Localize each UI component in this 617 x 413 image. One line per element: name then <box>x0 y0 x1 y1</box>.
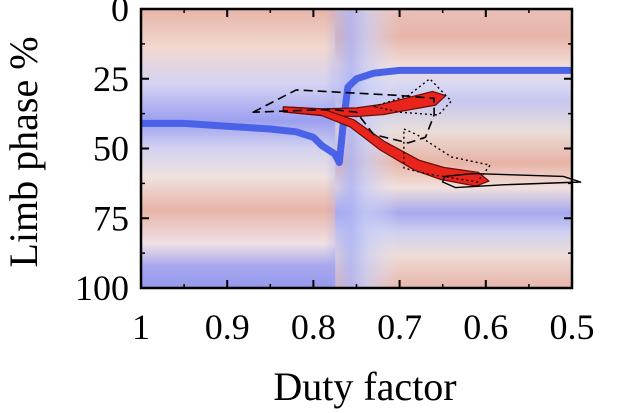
y-axis-title: Limb phase % <box>1 36 46 267</box>
x-axis-title: Duty factor <box>273 364 456 409</box>
x-tick-label: 0.9 <box>205 307 250 347</box>
x-tick-label: 0.7 <box>377 307 422 347</box>
series-red-arrow-2 <box>282 106 490 187</box>
heatmap <box>141 9 572 288</box>
x-tick-label: 0.8 <box>291 307 336 347</box>
y-tick-label: 50 <box>93 129 129 169</box>
axis-ticks: 1 0.9 0.8 0.7 0.6 0.5 0 25 50 75 100 <box>75 0 595 347</box>
y-tick-label: 0 <box>111 0 129 29</box>
y-tick-label: 100 <box>75 268 129 308</box>
heatmap-region-left <box>141 9 346 288</box>
series-solid-polygon-6 <box>442 172 582 189</box>
series-dotted-polygon-4 <box>373 78 452 116</box>
x-tick-label: 0.5 <box>550 307 595 347</box>
x-tick-label: 0.6 <box>463 307 508 347</box>
y-tick-label: 25 <box>93 59 129 99</box>
series-blue-line-0 <box>141 66 572 166</box>
y-tick-label: 75 <box>93 198 129 238</box>
series-dashed-polygon-3 <box>252 89 435 144</box>
x-tick-label: 1 <box>132 307 150 347</box>
series-layer <box>141 66 582 189</box>
